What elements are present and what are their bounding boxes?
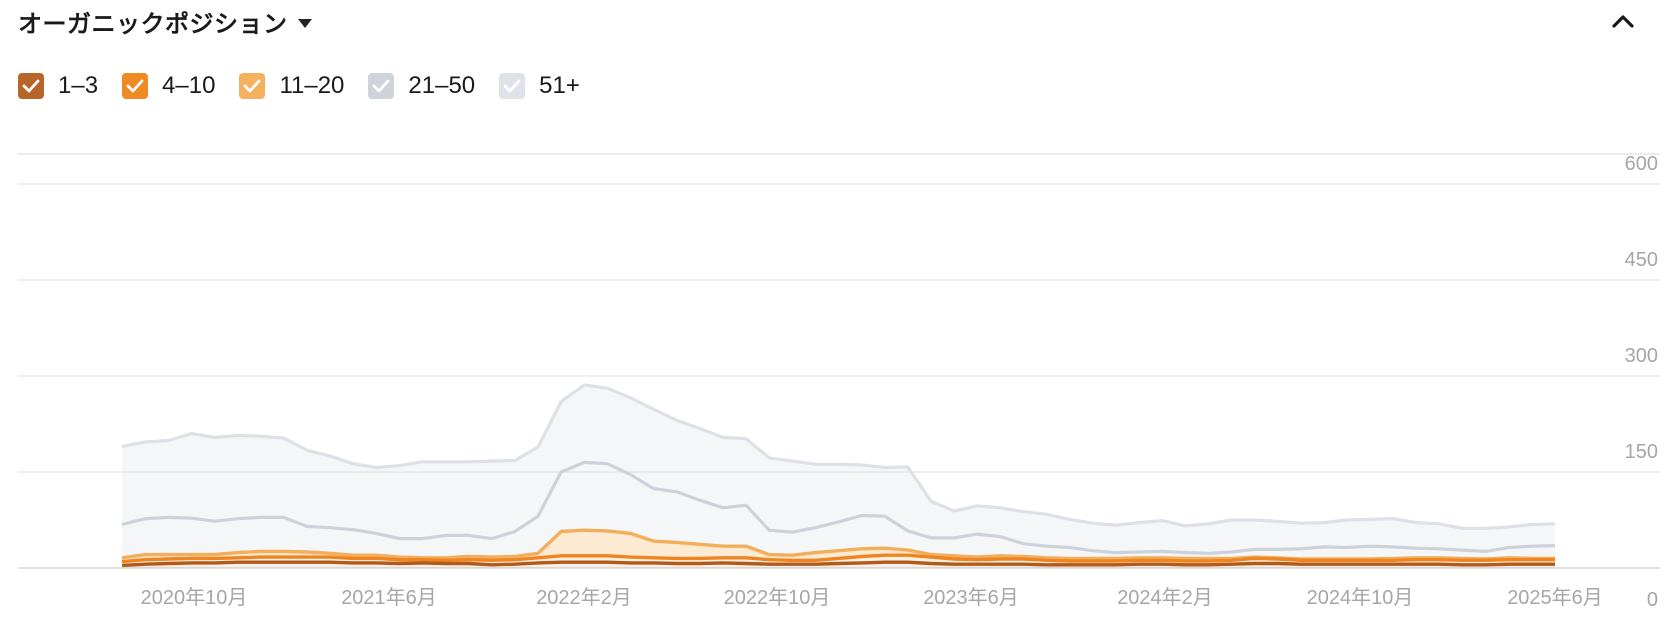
- legend-label: 1–3: [58, 72, 99, 99]
- legend-label: 4–10: [162, 72, 216, 99]
- area-51+: [122, 385, 1555, 554]
- checkbox-icon[interactable]: [368, 73, 395, 99]
- x-axis-ticks: 2020年10月 2021年6月 2022年2月 2022年10月 2023年6月 202…: [141, 586, 1603, 609]
- legend-label: 51+: [539, 72, 580, 99]
- x-tick-label: 2025年6月: [1507, 586, 1603, 609]
- checkbox-icon[interactable]: [239, 73, 266, 99]
- checkbox-icon[interactable]: [122, 73, 149, 99]
- chart-title: オーガニックポジション: [18, 9, 288, 38]
- legend-item-21-50[interactable]: 21–50: [368, 72, 475, 100]
- y-tick-label: 300: [1625, 345, 1658, 367]
- line-51+: [121, 383, 1556, 530]
- legend-item-51-plus[interactable]: 51+: [499, 72, 580, 100]
- chart-legend: 1–3 4–10 11–20 21–50 51+: [18, 72, 604, 100]
- x-tick-label: 2020年10月: [141, 586, 248, 609]
- y-axis-ticks: 0 150 300 450 600: [1625, 153, 1658, 611]
- y-tick-label: 150: [1625, 441, 1658, 463]
- checkbox-icon[interactable]: [18, 73, 44, 99]
- chevron-up-icon: [1612, 15, 1634, 28]
- legend-item-4-10[interactable]: 4–10: [122, 72, 215, 100]
- y-tick-label: 0: [1647, 589, 1658, 611]
- x-tick-label: 2021年6月: [341, 586, 437, 609]
- chart-header: オーガニックポジション: [18, 4, 312, 38]
- x-tick-label: 2022年2月: [536, 586, 632, 609]
- chart-grid: [18, 153, 1660, 569]
- legend-item-11-20[interactable]: 11–20: [239, 72, 344, 100]
- chart-areas: [122, 385, 1555, 568]
- line-4–10: [121, 553, 1555, 564]
- legend-label: 11–20: [279, 72, 345, 99]
- y-tick-label: 450: [1625, 249, 1658, 271]
- y-tick-label: 600: [1625, 153, 1658, 175]
- collapse-button[interactable]: [1610, 8, 1636, 34]
- dropdown-caret-icon[interactable]: [297, 18, 312, 28]
- x-tick-label: 2024年2月: [1117, 586, 1213, 609]
- line-21–50: [121, 460, 1556, 555]
- checkbox-icon[interactable]: [499, 73, 526, 99]
- line-1–3: [121, 560, 1555, 568]
- legend-label: 21–50: [408, 72, 476, 99]
- x-tick-label: 2024年10月: [1307, 586, 1414, 609]
- chart-lines: [121, 383, 1556, 568]
- x-tick-label: 2023年6月: [923, 586, 1019, 609]
- legend-item-1-3[interactable]: 1–3: [18, 72, 98, 100]
- x-tick-label: 2022年10月: [724, 586, 831, 609]
